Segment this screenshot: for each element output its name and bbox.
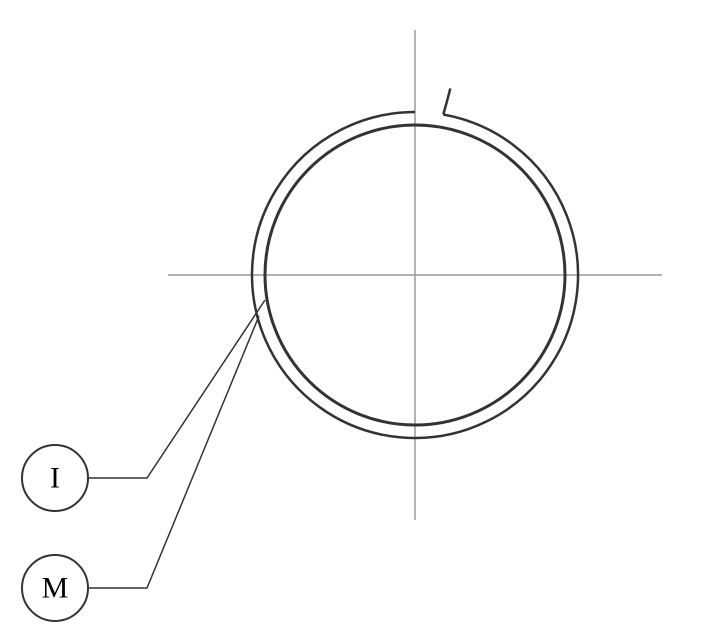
outer-arc-tail	[443, 88, 450, 114]
balloon-label-I: I	[50, 462, 60, 495]
balloon-label-M: M	[42, 572, 69, 605]
diagram-svg: I M	[0, 0, 701, 640]
technical-diagram: I M	[0, 0, 701, 640]
leader-line-I	[88, 300, 265, 478]
leader-line-M	[88, 316, 259, 588]
